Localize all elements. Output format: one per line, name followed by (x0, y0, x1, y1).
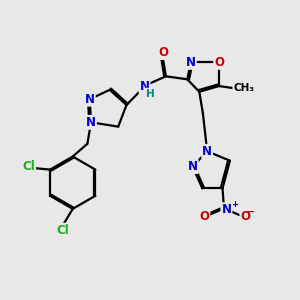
Text: N: N (186, 56, 196, 69)
Text: N: N (188, 160, 198, 173)
Text: N: N (86, 116, 96, 129)
Text: O: O (240, 210, 250, 223)
Text: Cl: Cl (56, 224, 69, 237)
Text: O: O (200, 210, 209, 223)
Text: CH₃: CH₃ (233, 83, 254, 93)
Text: −: − (247, 206, 255, 217)
Text: N: N (221, 203, 231, 216)
Text: N: N (202, 145, 212, 158)
Text: N: N (85, 93, 95, 106)
Text: +: + (231, 200, 238, 208)
Text: Cl: Cl (22, 160, 35, 173)
Text: O: O (158, 46, 168, 59)
Text: O: O (214, 56, 224, 69)
Text: N: N (140, 80, 149, 93)
Text: H: H (146, 88, 155, 99)
